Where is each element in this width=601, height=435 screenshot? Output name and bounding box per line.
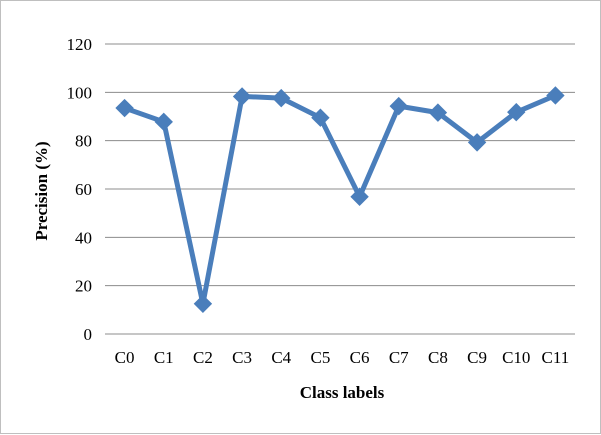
data-point-marker [115,98,134,118]
x-tick-label: C1 [154,348,174,367]
data-point-marker [428,103,448,122]
y-tick-label: 0 [84,325,93,344]
series-line [122,93,558,307]
y-tick-label: 60 [75,180,92,199]
data-point-marker [350,187,369,206]
x-tick-label: C4 [271,348,291,367]
x-tick-label: C5 [310,348,330,367]
y-tick-label: 100 [67,83,93,102]
series-markers [115,86,565,313]
data-point-marker [389,96,408,116]
gridlines [105,43,575,335]
x-tick-label: C9 [467,348,487,367]
x-tick-label: C0 [115,348,135,367]
series-line [122,93,558,307]
data-point-marker [154,112,173,132]
x-tick-label: C7 [389,348,409,367]
x-tick-label: C6 [350,348,370,367]
x-tick-label: C2 [193,348,213,367]
data-point-marker [546,86,565,105]
data-point-marker [507,102,526,122]
y-tick-label: 120 [67,35,93,54]
data-point-marker [232,87,252,106]
data-point-marker [193,294,213,313]
x-tick-label: C11 [542,348,570,367]
x-axis-title: Class labels [300,383,385,402]
x-tick-label: C10 [502,348,530,367]
y-tick-label: 20 [75,277,92,296]
x-tick-labels: C0 C1 C2 C3 C4 C5 C6 C7 C8 C9 C10 C11 [115,348,570,367]
data-point-marker [311,108,330,127]
y-tick-label: 40 [75,228,92,247]
x-tick-label: C3 [232,348,252,367]
y-axis-title: Precision (%) [32,141,51,240]
y-tick-labels: 0 20 40 60 80 100 120 [67,35,93,344]
data-point-marker [467,133,487,152]
y-tick-label: 80 [75,132,92,151]
data-point-marker [272,88,291,108]
x-tick-label: C8 [428,348,448,367]
